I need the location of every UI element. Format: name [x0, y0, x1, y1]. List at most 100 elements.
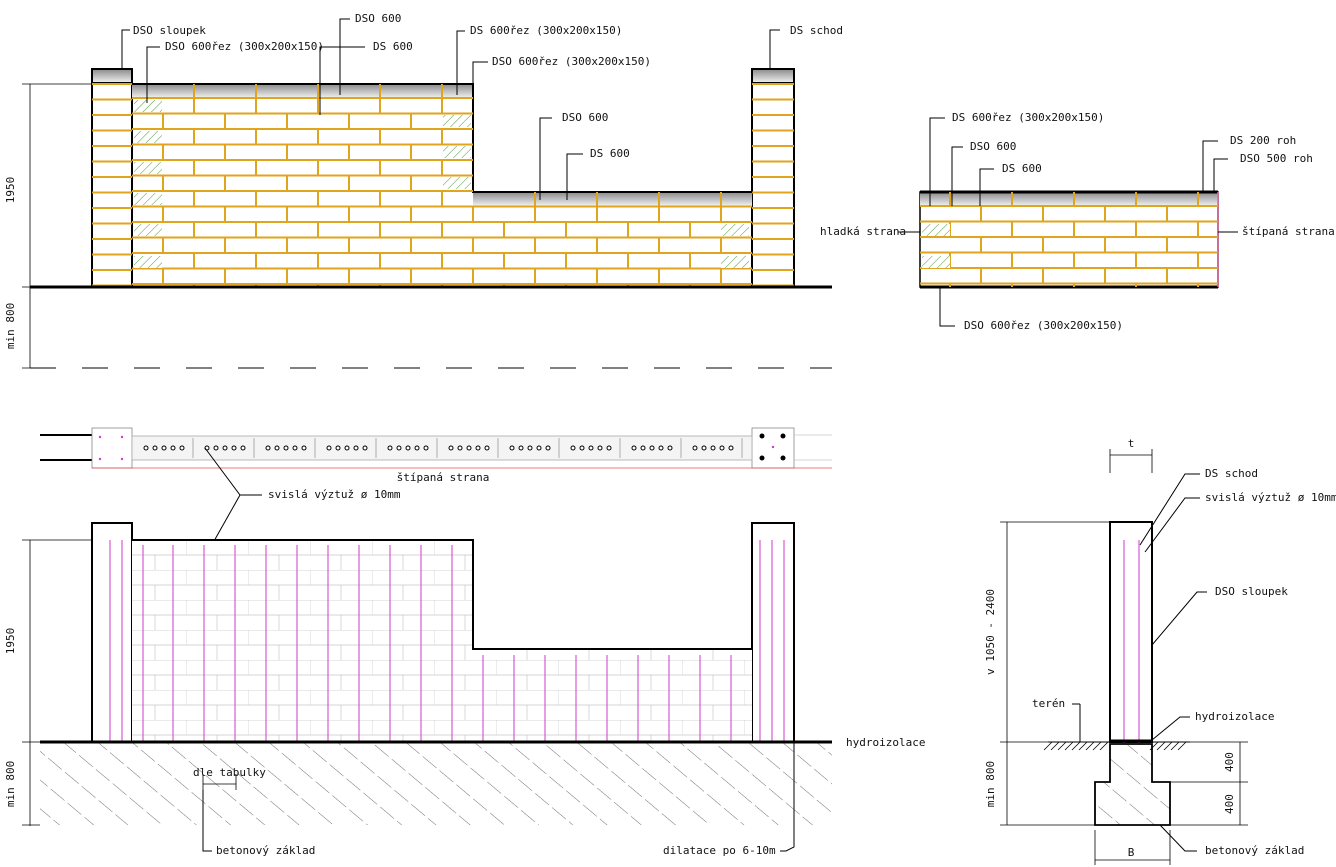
plan-hole	[659, 446, 663, 450]
plan-hole	[546, 446, 550, 450]
label-betonovy-zaklad-1: betonový základ	[216, 844, 315, 857]
plan-hole	[327, 446, 331, 450]
plan-hole	[266, 446, 270, 450]
plan-hole	[598, 446, 602, 450]
label-ds-schod-top: DS schod	[790, 24, 843, 37]
plan-hole	[641, 446, 645, 450]
ground-tick	[1086, 742, 1094, 750]
label-stipana-strana-right: štípaná strana	[1242, 225, 1335, 238]
upper-cap	[132, 84, 473, 98]
plan-hole	[171, 446, 175, 450]
elevation-rebar: 1950 min 800 hydroizolace dle tabulky be…	[4, 523, 925, 857]
label-dso-600rez-2: DSO 600řez (300x200x150)	[492, 55, 651, 68]
soil-hatch	[40, 743, 832, 825]
label-dle-tabulky: dle tabulky	[193, 766, 266, 779]
ground-tick	[1093, 742, 1101, 750]
cross-section: t v 1050 - 2400 min 800 400 400 B DS sch…	[984, 437, 1336, 865]
ground-tick	[1157, 742, 1165, 750]
plan-hole	[458, 446, 462, 450]
right-pillar-cap	[752, 69, 794, 83]
plan-hole	[354, 446, 358, 450]
plan-hole	[293, 446, 297, 450]
plan-hole	[650, 446, 654, 450]
plan-hole	[711, 446, 715, 450]
dim-min800-bottom: min 800	[4, 761, 17, 807]
plan-hole	[363, 446, 367, 450]
plan-hole	[345, 446, 349, 450]
label-dso-600rez-bottom: DSO 600řez (300x200x150)	[964, 319, 1123, 332]
label-dso-600-top: DSO 600	[355, 12, 401, 25]
plan-hole	[537, 446, 541, 450]
plan-hole	[607, 446, 611, 450]
plan-hole	[632, 446, 636, 450]
ground-tick	[1164, 742, 1172, 750]
plan-view: štípaná strana svislá výztuž ø 10mm	[40, 428, 832, 557]
elevation-top: 1950 min 800 DSO sloupek DSO 600řez (300…	[4, 12, 843, 368]
label-ds-600-mid: DS 600	[590, 147, 630, 160]
plan-hole	[406, 446, 410, 450]
dim-v-range: v 1050 - 2400	[984, 589, 997, 675]
plan-hole	[424, 446, 428, 450]
ground-tick	[1058, 742, 1066, 750]
dim-min800-top: min 800	[4, 303, 17, 349]
label-dilatace: dilatace po 6-10m	[663, 844, 776, 857]
plan-hole	[693, 446, 697, 450]
plan-hole	[510, 446, 514, 450]
plan-hole	[144, 446, 148, 450]
plan-hole	[162, 446, 166, 450]
plan-hole	[589, 446, 593, 450]
label-dso-600rez-1: DSO 600řez (300x200x150)	[165, 40, 324, 53]
lower-cap	[473, 192, 752, 206]
plan-hole	[519, 446, 523, 450]
ground-tick	[1051, 742, 1059, 750]
plan-hole	[485, 446, 489, 450]
plan-hole	[467, 446, 471, 450]
dim-400-a: 400	[1223, 752, 1236, 772]
dim-400-b: 400	[1223, 794, 1236, 814]
plan-hole	[214, 446, 218, 450]
plan-hole	[397, 446, 401, 450]
plan-hole	[720, 446, 724, 450]
label-teren: terén	[1032, 697, 1065, 710]
plan-hole	[729, 446, 733, 450]
dim-1950-top: 1950	[4, 177, 17, 204]
label-ds-schod-section: DS schod	[1205, 467, 1258, 480]
ground-tick	[1079, 742, 1087, 750]
plan-hole	[449, 446, 453, 450]
label-dso-sloupek-section: DSO sloupek	[1215, 585, 1288, 598]
plan-hole	[668, 446, 672, 450]
plan-hole	[275, 446, 279, 450]
plan-hole	[388, 446, 392, 450]
label-dso-600-mid: DSO 600	[562, 111, 608, 124]
ground-tick	[1065, 742, 1073, 750]
cut-blocks	[134, 100, 749, 268]
plan-hole	[476, 446, 480, 450]
plan-hole	[336, 446, 340, 450]
plan-hole	[580, 446, 584, 450]
plan-hole	[302, 446, 306, 450]
dim-b: B	[1128, 846, 1135, 859]
label-dso-600-right: DSO 600	[970, 140, 1016, 153]
plan-hole	[223, 446, 227, 450]
section-top-right: DS 600řez (300x200x150) DSO 600 DS 600 D…	[820, 111, 1335, 332]
dim-min800-section: min 800	[984, 761, 997, 807]
plan-hole	[232, 446, 236, 450]
label-ds-600rez-right: DS 600řez (300x200x150)	[952, 111, 1104, 124]
left-pillar-cap	[92, 69, 132, 83]
label-ds-200-roh: DS 200 roh	[1230, 134, 1296, 147]
label-hydroizolace-1: hydroizolace	[846, 736, 925, 749]
label-ds-600rez: DS 600řez (300x200x150)	[470, 24, 622, 37]
ground-tick	[1171, 742, 1179, 750]
ground-tick	[1044, 742, 1052, 750]
label-dso-sloupek: DSO sloupek	[133, 24, 206, 37]
plan-hole	[284, 446, 288, 450]
label-stipana-strana-plan: štípaná strana	[397, 471, 490, 484]
plan-hole	[528, 446, 532, 450]
dim-1950-bottom: 1950	[4, 628, 17, 655]
label-svisla-vyztuz-section: svislá výztuž ø 10mm	[1205, 491, 1336, 504]
plan-hole	[180, 446, 184, 450]
label-ds-600-top: DS 600	[373, 40, 413, 53]
label-hydroizolace-2: hydroizolace	[1195, 710, 1274, 723]
plan-hole	[415, 446, 419, 450]
